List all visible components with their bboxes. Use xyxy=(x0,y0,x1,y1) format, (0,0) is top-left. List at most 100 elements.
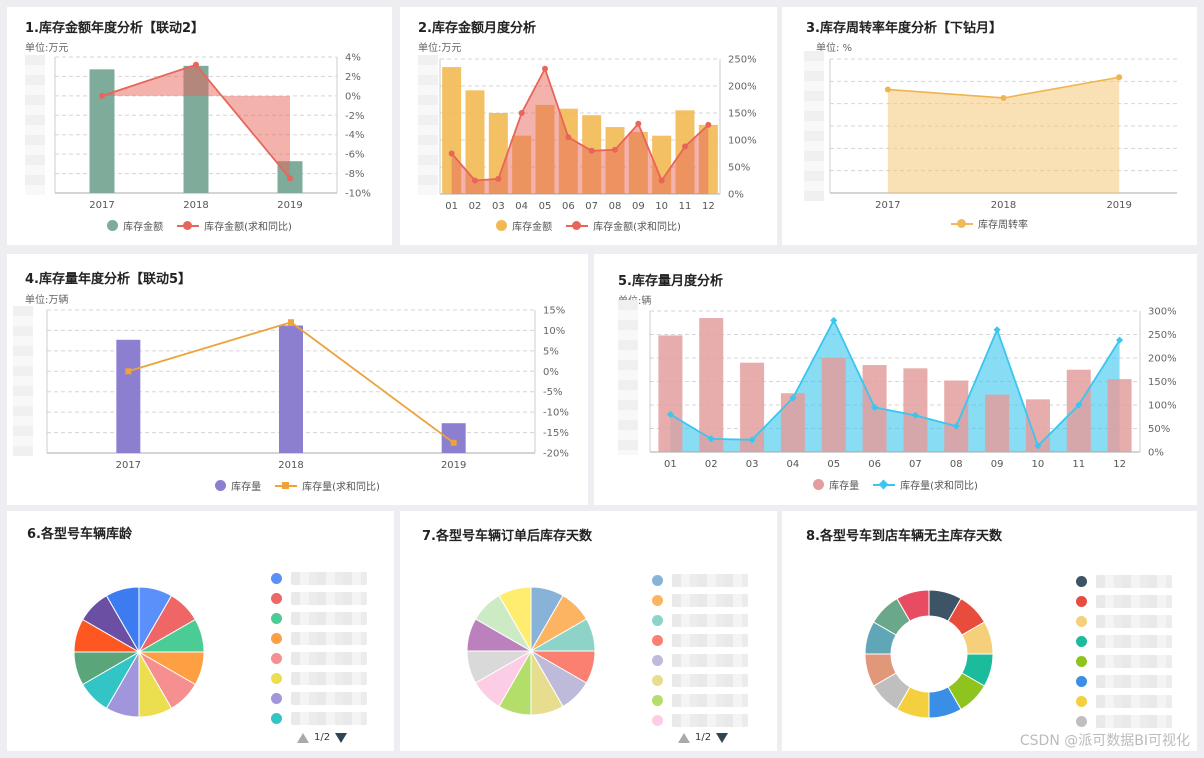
panel-title: 6.各型号车辆库龄 xyxy=(27,527,132,542)
legend-item[interactable] xyxy=(652,650,748,670)
legend-item-bar[interactable]: 库存金额 xyxy=(496,218,552,233)
legend-item[interactable] xyxy=(652,670,748,690)
x-tick-label: 02 xyxy=(469,201,482,212)
x-tick-label: 08 xyxy=(950,459,963,470)
legend-dot xyxy=(271,572,282,584)
legend-item[interactable] xyxy=(271,648,367,668)
x-tick-label: 2018 xyxy=(183,200,208,211)
y2-tick-label: 50% xyxy=(728,163,750,174)
legend-item[interactable] xyxy=(1076,671,1172,691)
legend-item-bar[interactable]: 库存量 xyxy=(215,478,261,493)
x-tick-label: 2018 xyxy=(278,460,303,471)
legend-item-line[interactable]: 库存量(求和同比) xyxy=(275,478,380,493)
legend-item[interactable] xyxy=(271,688,367,708)
line-point xyxy=(884,86,891,93)
blurred-legend-label xyxy=(1096,714,1172,728)
x-tick-label: 07 xyxy=(585,201,598,212)
panel-title: 1.库存金额年度分析【联动2】 xyxy=(25,21,205,36)
bar xyxy=(821,358,846,452)
bar xyxy=(699,318,724,452)
legend-item-bar[interactable]: 库存金额 xyxy=(107,218,163,233)
line-point xyxy=(542,65,548,72)
chart-legend[interactable]: 库存量 库存量(求和同比) xyxy=(594,477,1197,492)
chart-panel-8: 8.各型号车到店车辆无主库存天数 xyxy=(782,511,1197,751)
x-tick-label: 2019 xyxy=(441,460,466,471)
x-tick-label: 04 xyxy=(515,201,528,212)
pie-chart[interactable] xyxy=(7,511,394,751)
legend-line-marker xyxy=(177,220,200,231)
chart-legend[interactable]: 库存量 库存量(求和同比) xyxy=(7,478,588,493)
pie-legend[interactable] xyxy=(652,570,748,730)
legend-item[interactable] xyxy=(1076,591,1172,611)
legend-item[interactable] xyxy=(1076,631,1172,651)
blurred-legend-label xyxy=(672,673,748,687)
x-tick-label: 05 xyxy=(827,459,840,470)
chart-legend[interactable]: 库存金额 库存金额(求和同比) xyxy=(7,218,392,233)
page-up-icon[interactable] xyxy=(678,732,690,743)
legend-item[interactable] xyxy=(652,570,748,590)
blurred-legend-label xyxy=(291,571,367,585)
chart-panel-2: 2.库存金额月度分析 单位:万元 250% 200% 150% 100% 50% 0% 01… xyxy=(400,7,777,245)
line-point xyxy=(993,326,1001,334)
legend-dot xyxy=(652,574,663,586)
donut-chart[interactable] xyxy=(782,511,1197,751)
legend-item[interactable] xyxy=(652,610,748,630)
line-point xyxy=(830,316,838,324)
legend-item[interactable] xyxy=(271,708,367,728)
legend-item[interactable] xyxy=(652,630,748,650)
page-up-icon[interactable] xyxy=(297,732,309,743)
pie-legend[interactable] xyxy=(1076,571,1172,731)
legend-item[interactable] xyxy=(652,690,748,710)
legend-pager[interactable]: 1/2 xyxy=(678,732,729,743)
series-line xyxy=(450,66,709,183)
legend-item[interactable] xyxy=(1076,651,1172,671)
page-down-icon[interactable] xyxy=(716,732,729,743)
legend-pager[interactable]: 1/2 xyxy=(297,732,348,743)
legend-item[interactable] xyxy=(1076,571,1172,591)
area-chart[interactable]: 2017 2018 2019 xyxy=(782,7,1197,245)
legend-item-bar[interactable]: 库存量 xyxy=(813,477,859,492)
legend-item-line[interactable]: 库存金额(求和同比) xyxy=(177,218,292,233)
y2-tick-label: -2% xyxy=(345,111,364,122)
line-point xyxy=(125,368,132,375)
line-point xyxy=(635,120,642,127)
y2-tick-label: 200% xyxy=(728,82,757,93)
blurred-legend-label xyxy=(672,653,748,667)
legend-item[interactable] xyxy=(652,710,748,730)
y2-tick-label: 50% xyxy=(1148,424,1170,435)
y2-tick-label: 2% xyxy=(345,72,361,83)
series-area xyxy=(451,68,709,194)
combo-chart[interactable]: 15% 10% 5% 0% -5% -10% -15% -20% 2017 2018 2019 xyxy=(7,254,588,505)
pie-legend[interactable] xyxy=(271,568,367,728)
legend-dot xyxy=(652,714,663,726)
combo-chart[interactable]: 300% 250% 200% 150% 100% 50% 0% 01 02 03 04 05 06 07 0… xyxy=(594,254,1197,505)
combo-chart[interactable]: 4% 2% 0% -2% -4% -6% -8% -10% 2017 2018 2019 xyxy=(7,7,392,245)
legend-item[interactable] xyxy=(652,590,748,610)
legend-item[interactable] xyxy=(271,628,367,648)
legend-item-line[interactable]: 库存周转率 xyxy=(951,216,1028,231)
legend-item[interactable] xyxy=(271,568,367,588)
legend-item[interactable] xyxy=(271,608,367,628)
legend-item[interactable] xyxy=(1076,691,1172,711)
line-point xyxy=(705,121,712,128)
line-point xyxy=(588,147,595,154)
y2-tick-label: 100% xyxy=(728,136,757,147)
combo-chart[interactable]: 250% 200% 150% 100% 50% 0% 01 02 03 04 05 06 07 08 09 1… xyxy=(400,7,777,245)
unit-label: 单位:万辆 xyxy=(25,295,69,306)
y2-tick-label: -4% xyxy=(345,130,364,141)
legend-item[interactable] xyxy=(1076,611,1172,631)
chart-panel-5: 5.库存量月度分析 单位:辆 300%250%200%150%100%50%0%… xyxy=(594,254,1197,505)
pie-chart[interactable] xyxy=(400,511,777,751)
chart-legend[interactable]: 库存金额 库存金额(求和同比) xyxy=(400,218,777,233)
page-down-icon[interactable] xyxy=(335,732,348,743)
x-tick-label: 11 xyxy=(679,201,692,212)
line-point xyxy=(287,175,293,182)
x-tick-label: 2019 xyxy=(277,200,302,211)
legend-item[interactable] xyxy=(271,588,367,608)
legend-item[interactable] xyxy=(1076,711,1172,731)
legend-item-line[interactable]: 库存量(求和同比) xyxy=(873,477,978,492)
legend-item[interactable] xyxy=(271,668,367,688)
chart-legend[interactable]: 库存周转率 xyxy=(782,216,1197,231)
legend-line-marker xyxy=(873,479,896,490)
legend-item-line[interactable]: 库存金额(求和同比) xyxy=(566,218,681,233)
